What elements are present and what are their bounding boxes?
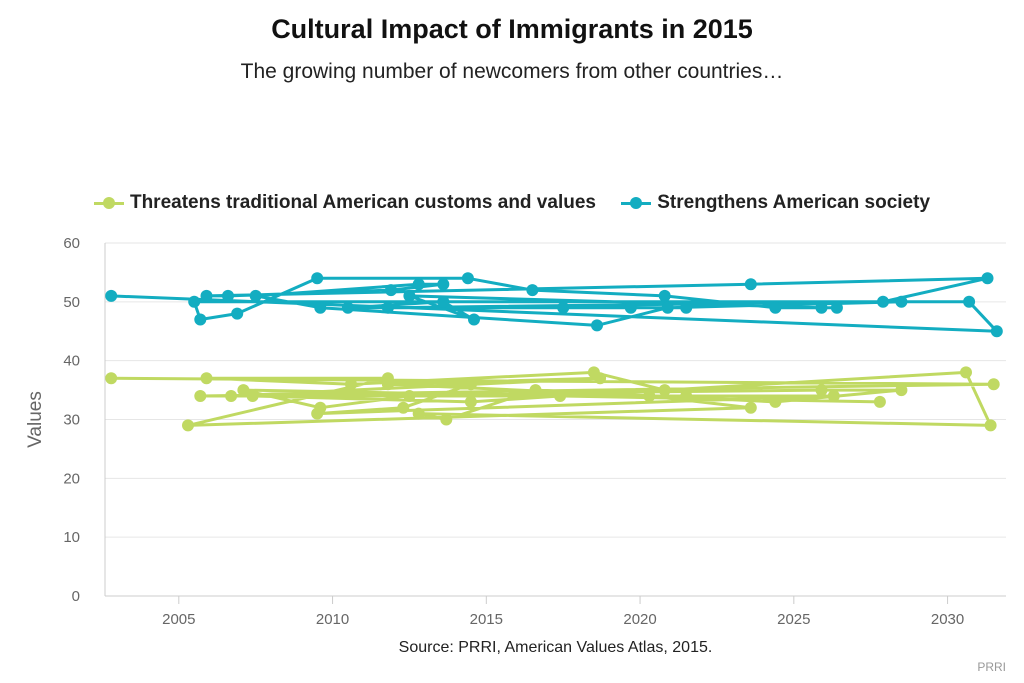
data-point-strengthens-28 bbox=[412, 278, 425, 291]
data-point-threatens-11 bbox=[744, 401, 757, 414]
data-point-strengthens-31 bbox=[591, 319, 603, 332]
data-point-threatens-32 bbox=[237, 384, 250, 397]
data-point-threatens-12 bbox=[182, 419, 194, 432]
data-point-strengthens-2 bbox=[963, 295, 976, 308]
chart-title: Cultural Impact of Immigrants in 2015 bbox=[271, 14, 753, 44]
x-tick-label-2005: 2005 bbox=[162, 611, 195, 628]
series-line-threatens bbox=[111, 370, 996, 427]
legend-label-threatens: Threatens traditional American customs a… bbox=[129, 192, 596, 213]
data-point-strengthens-6 bbox=[311, 272, 324, 285]
data-point-threatens-15 bbox=[345, 378, 357, 391]
data-point-threatens-28 bbox=[554, 390, 567, 402]
data-point-threatens-30 bbox=[403, 390, 416, 402]
data-point-strengthens-22 bbox=[981, 272, 994, 285]
data-point-strengthens-20 bbox=[381, 301, 394, 314]
data-point-threatens-25 bbox=[815, 384, 828, 397]
data-point-strengthens-15 bbox=[437, 295, 450, 308]
data-point-threatens-6 bbox=[464, 378, 477, 391]
series-line-strengthens bbox=[111, 276, 999, 333]
y-tick-label-50: 50 bbox=[63, 294, 80, 311]
data-point-threatens-5 bbox=[397, 401, 410, 414]
data-point-strengthens-23 bbox=[744, 278, 757, 291]
y-tick-label-60: 60 bbox=[63, 235, 80, 252]
x-tick-label-2015: 2015 bbox=[470, 611, 503, 628]
data-point-threatens-3 bbox=[827, 390, 840, 402]
data-point-strengthens-24 bbox=[200, 289, 213, 302]
chart-subtitle: The growing number of newcomers from oth… bbox=[240, 60, 784, 83]
x-tick-label-2010: 2010 bbox=[316, 611, 349, 628]
data-point-strengthens-30 bbox=[314, 301, 327, 314]
data-point-strengthens-26 bbox=[385, 284, 397, 297]
data-point-strengthens-8 bbox=[526, 284, 539, 297]
data-point-strengthens-19 bbox=[624, 301, 637, 314]
data-point-strengthens-29 bbox=[249, 289, 262, 302]
data-point-strengthens-12 bbox=[815, 301, 828, 314]
x-tick-label-2020: 2020 bbox=[623, 611, 656, 628]
data-point-threatens-27 bbox=[464, 395, 477, 408]
data-point-strengthens-18 bbox=[557, 301, 570, 314]
data-point-threatens-29 bbox=[680, 390, 693, 402]
legend-swatch-threatens bbox=[93, 196, 124, 210]
y-tick-label-30: 30 bbox=[63, 412, 80, 429]
data-point-strengthens-21 bbox=[877, 295, 889, 308]
data-point-threatens-22 bbox=[529, 384, 542, 397]
legend-label-strengthens: Strengthens American society bbox=[657, 192, 931, 213]
legend-swatch-strengthens bbox=[621, 196, 652, 210]
data-point-strengthens-0 bbox=[105, 289, 118, 302]
data-point-threatens-7 bbox=[225, 390, 238, 402]
data-point-threatens-14 bbox=[200, 372, 213, 385]
legend-item-strengthens[interactable]: Strengthens American society bbox=[621, 192, 930, 214]
data-point-strengthens-14 bbox=[468, 313, 480, 326]
data-point-strengthens-7 bbox=[461, 272, 474, 285]
data-point-strengthens-10 bbox=[769, 301, 782, 314]
data-point-threatens-20 bbox=[412, 407, 425, 420]
x-tick-label-2030: 2030 bbox=[931, 611, 964, 628]
data-point-strengthens-16 bbox=[341, 301, 354, 314]
data-point-threatens-31 bbox=[314, 401, 327, 414]
data-point-strengthens-9 bbox=[658, 289, 671, 302]
y-tick-label-0: 0 bbox=[72, 588, 80, 605]
data-point-strengthens-25 bbox=[222, 289, 234, 302]
legend-item-threatens[interactable]: Threatens traditional American customs a… bbox=[93, 192, 596, 214]
x-tick-label-2025: 2025 bbox=[777, 611, 810, 628]
data-point-threatens-16 bbox=[587, 366, 600, 379]
data-point-strengthens-3 bbox=[188, 295, 201, 308]
y-tick-label-10: 10 bbox=[63, 529, 80, 546]
data-point-threatens-1 bbox=[987, 378, 1000, 391]
data-point-threatens-33 bbox=[873, 395, 886, 408]
data-point-threatens-2 bbox=[194, 390, 207, 402]
data-point-strengthens-32 bbox=[661, 301, 674, 314]
data-point-strengthens-11 bbox=[830, 301, 843, 314]
data-point-threatens-17 bbox=[658, 384, 671, 397]
data-point-threatens-24 bbox=[895, 384, 908, 397]
data-point-strengthens-13 bbox=[403, 289, 416, 302]
data-point-strengthens-1 bbox=[990, 325, 1003, 338]
data-point-threatens-0 bbox=[105, 372, 118, 385]
y-tick-label-40: 40 bbox=[63, 353, 80, 370]
data-point-threatens-23 bbox=[769, 395, 782, 408]
data-point-strengthens-27 bbox=[437, 278, 450, 291]
chart-credit: PRRI bbox=[977, 660, 1006, 674]
chart-legend: Threatens traditional American customs a… bbox=[0, 192, 1024, 216]
data-point-threatens-18 bbox=[960, 366, 972, 379]
y-tick-label-20: 20 bbox=[63, 470, 80, 487]
data-point-threatens-13 bbox=[381, 372, 394, 385]
data-point-strengthens-4 bbox=[194, 313, 207, 326]
y-axis-title: Values bbox=[25, 391, 46, 448]
data-point-threatens-21 bbox=[440, 413, 453, 426]
data-point-strengthens-33 bbox=[895, 295, 908, 308]
data-point-threatens-26 bbox=[246, 390, 259, 402]
chart-source: Source: PRRI, American Values Atlas, 201… bbox=[398, 639, 713, 656]
data-point-threatens-10 bbox=[643, 390, 656, 402]
data-point-strengthens-17 bbox=[680, 301, 693, 314]
data-point-threatens-19 bbox=[984, 419, 997, 432]
data-point-strengthens-5 bbox=[231, 307, 244, 320]
